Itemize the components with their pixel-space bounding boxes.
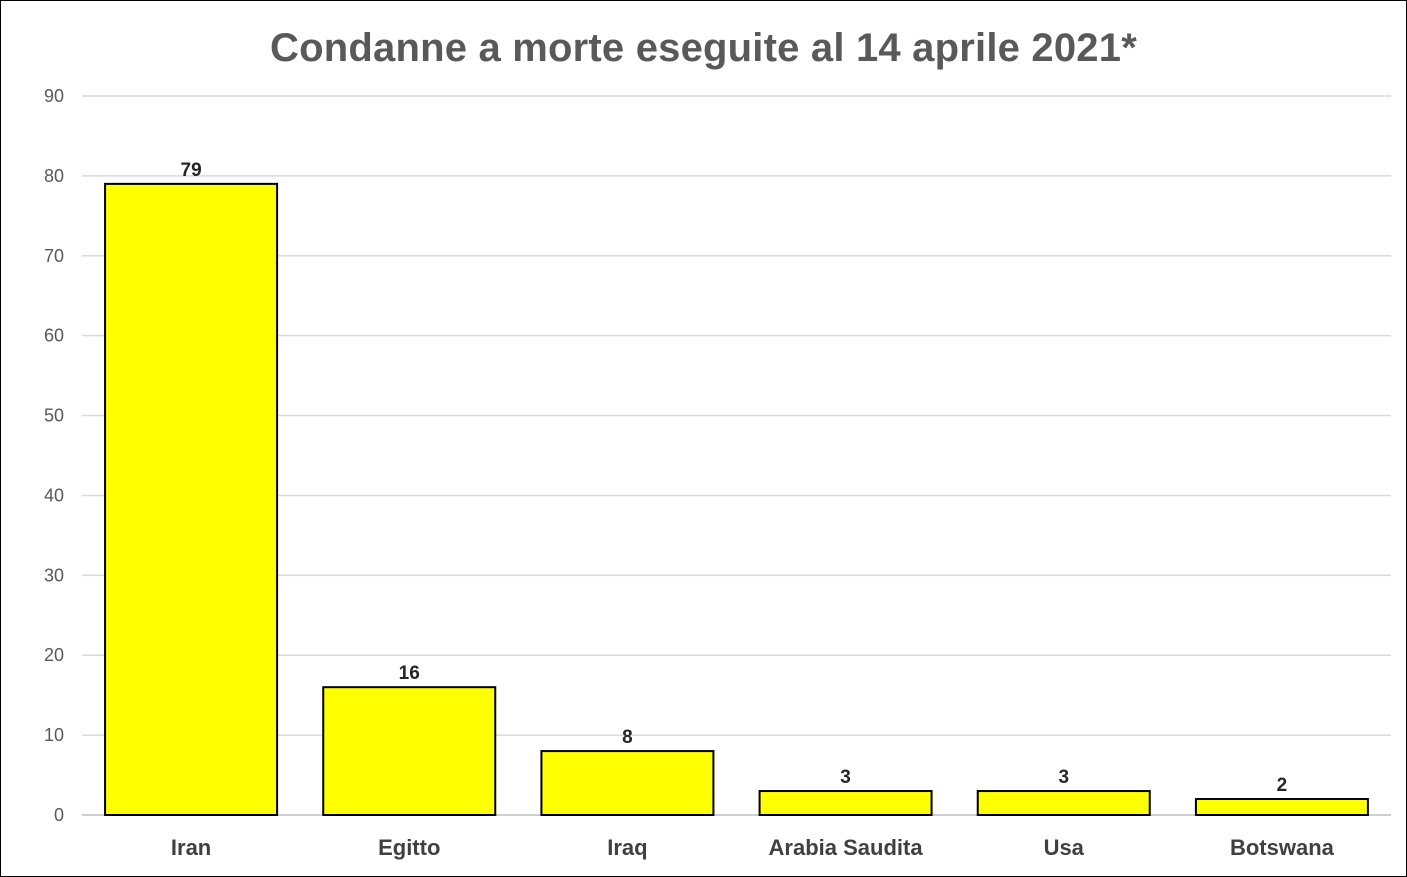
y-tick-label: 30 <box>44 565 64 585</box>
y-tick-label: 80 <box>44 166 64 186</box>
bar-iraq <box>540 750 715 816</box>
y-tick-label: 20 <box>44 645 64 665</box>
data-label: 16 <box>399 663 420 684</box>
bar-iran <box>104 182 279 816</box>
y-tick-label: 0 <box>54 805 64 825</box>
x-category-label: Usa <box>1044 835 1085 860</box>
gridlines <box>82 95 1391 816</box>
y-axis-ticks: 0 10 20 30 40 50 60 70 80 90 <box>44 86 64 825</box>
y-tick-label: 90 <box>44 86 64 106</box>
data-label: 79 <box>181 160 202 181</box>
bar-botswana <box>1194 798 1369 816</box>
x-axis-categories: Iran Egitto Iraq Arabia Saudita Usa Botswana <box>171 835 1335 860</box>
x-category-label: Iraq <box>607 835 647 860</box>
data-label: 3 <box>840 767 851 788</box>
x-category-label: Arabia Saudita <box>769 835 924 860</box>
data-label: 8 <box>622 727 633 748</box>
y-tick-label: 40 <box>44 485 64 505</box>
chart-title: Condanne a morte eseguite al 14 aprile 2… <box>270 26 1137 70</box>
data-label: 2 <box>1277 775 1288 796</box>
bar-egitto <box>322 686 497 817</box>
bars <box>104 182 1369 817</box>
x-category-label: Iran <box>171 835 211 860</box>
x-category-label: Botswana <box>1230 835 1335 860</box>
data-label: 3 <box>1058 767 1069 788</box>
y-tick-label: 10 <box>44 725 64 745</box>
y-tick-label: 60 <box>44 326 64 346</box>
y-tick-label: 70 <box>44 246 64 266</box>
y-tick-label: 50 <box>44 406 64 426</box>
bar-usa <box>976 790 1151 816</box>
bar-arabia-saudita <box>758 790 933 816</box>
x-category-label: Egitto <box>378 835 440 860</box>
data-labels: 79 16 8 3 3 2 <box>181 160 1288 796</box>
